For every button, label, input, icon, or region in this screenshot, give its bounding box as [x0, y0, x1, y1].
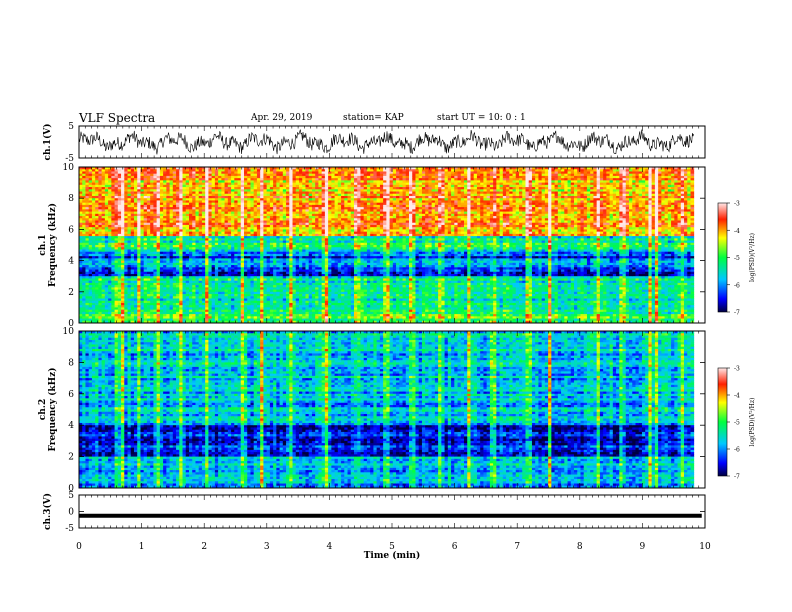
- y-axis-label: ch.2: [38, 399, 48, 420]
- colorbar-tick-label: -6: [734, 447, 740, 454]
- colorbar-tick-label: -5: [734, 420, 740, 427]
- colorbar-tick-label: -6: [734, 282, 740, 289]
- x-tick-label: 2: [201, 542, 207, 552]
- x-tick-label: 9: [640, 542, 646, 552]
- y-tick-label: 6: [68, 390, 74, 400]
- y-tick-label: 2: [68, 453, 74, 463]
- colorbar-tick-label: -3: [734, 201, 740, 208]
- y-axis-label: Frequency (kHz): [47, 203, 58, 287]
- vlf-spectra-figure: 5-5ch.1(V)0246810ch.1 Frequency (kHz)0246…: [0, 0, 792, 612]
- x-tick-label: 4: [327, 542, 333, 552]
- colorbar-tick-label: -5: [734, 255, 740, 262]
- colorbar-tick-label: -7: [734, 310, 740, 317]
- y-tick-label: 4: [68, 421, 74, 431]
- x-tick-label: 7: [514, 542, 520, 552]
- y-tick-label: 8: [68, 358, 74, 368]
- colorbar-tick-label: -3: [734, 366, 740, 373]
- ch2-spectrogram-cells: [79, 331, 694, 488]
- colorbar-label: log(PSD)(V²/Hz): [749, 398, 756, 447]
- y-tick-label: 6: [68, 225, 74, 235]
- x-tick-label: 0: [76, 542, 82, 552]
- y-axis-label: ch.1(V): [42, 124, 53, 161]
- colorbar-tick-label: -7: [734, 474, 740, 481]
- ch1-spectrogram-cells: [79, 167, 694, 323]
- x-tick-label: 1: [139, 542, 145, 552]
- y-tick-label: 5: [68, 491, 74, 501]
- y-tick-label: 5: [68, 122, 74, 132]
- x-tick-label: 6: [452, 542, 458, 552]
- y-tick-label: 10: [63, 163, 75, 173]
- ch1-waveform-line: [79, 130, 694, 155]
- y-tick-label: 2: [68, 288, 74, 298]
- x-tick-label: 3: [264, 542, 270, 552]
- colorbar: [718, 203, 727, 312]
- y-tick-label: 10: [63, 327, 75, 337]
- y-axis-label: Frequency (kHz): [47, 367, 58, 451]
- colorbar-tick-label: -4: [734, 393, 740, 400]
- y-tick-label: 0: [68, 508, 74, 518]
- colorbar-tick-label: -4: [734, 228, 740, 235]
- x-tick-label: 10: [699, 542, 711, 552]
- x-axis-label: Time (min): [364, 550, 421, 561]
- y-tick-label: -5: [65, 524, 74, 534]
- colorbar-label: log(PSD)(V²/Hz): [749, 233, 756, 282]
- y-axis-label: ch.1: [38, 234, 48, 255]
- x-tick-label: 8: [577, 542, 583, 552]
- y-tick-label: 8: [68, 194, 74, 204]
- colorbar: [718, 368, 727, 476]
- y-axis-label: ch.3(V): [42, 493, 53, 530]
- y-tick-label: 4: [68, 257, 74, 267]
